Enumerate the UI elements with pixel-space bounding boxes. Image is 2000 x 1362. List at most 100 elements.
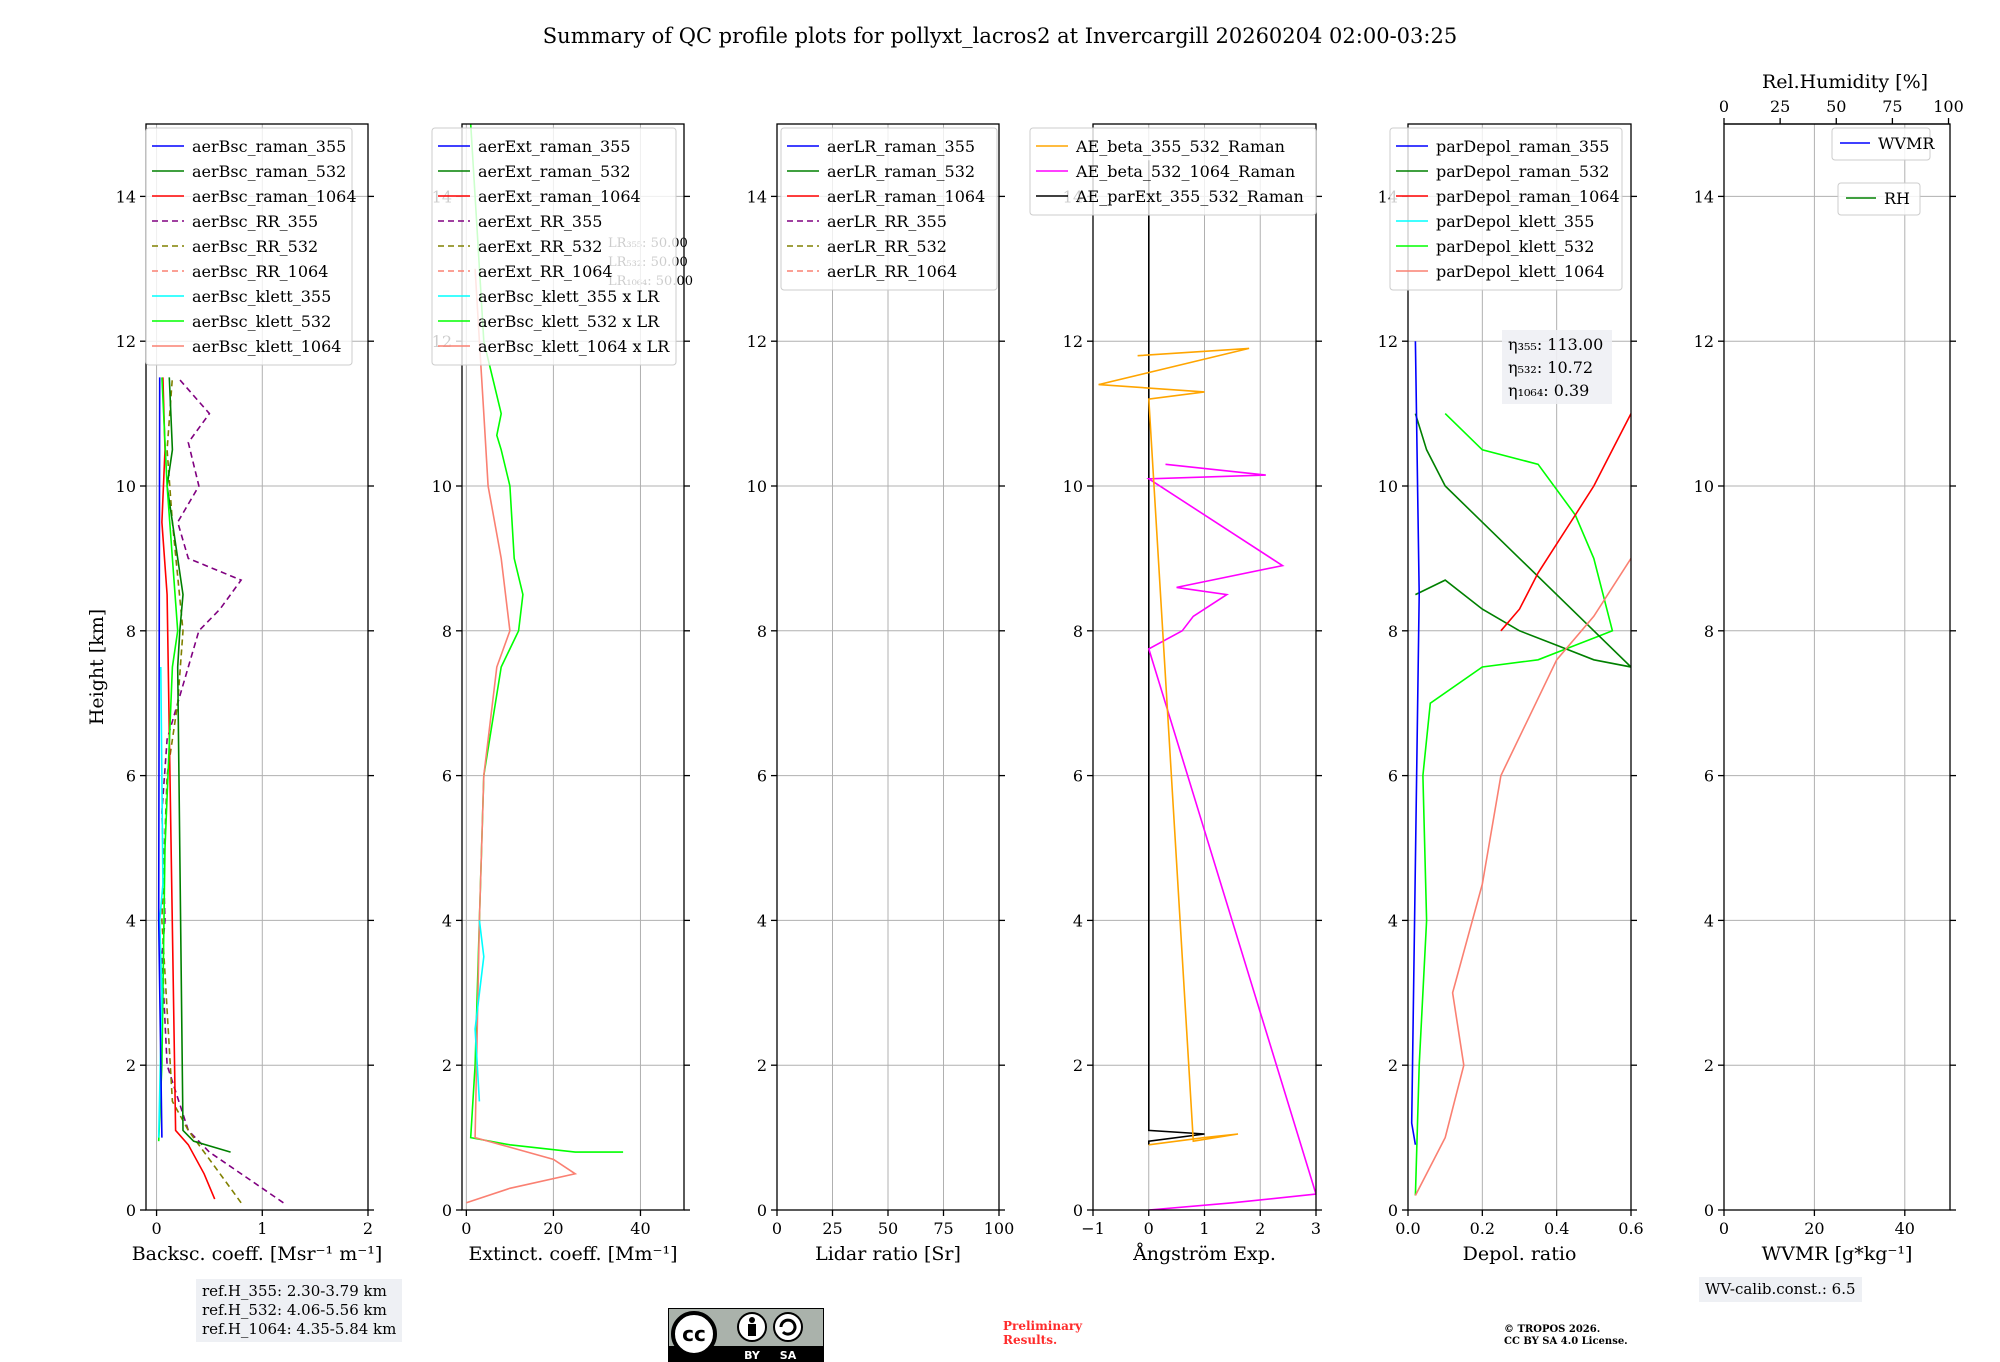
y-tick-label: 2 [1704, 1056, 1714, 1075]
y-tick-label: 10 [432, 477, 452, 496]
x-tick-label: 1 [257, 1219, 267, 1238]
y-tick-label: 8 [757, 622, 767, 641]
y-tick-label: 12 [747, 332, 767, 351]
x-axis-label: Lidar ratio [Sr] [815, 1243, 961, 1265]
y-tick-label: 12 [116, 332, 136, 351]
figure-title: Summary of QC profile plots for pollyxt_… [543, 24, 1457, 48]
x2-axis-label: Rel.Humidity [%] [1762, 71, 1928, 93]
legend-label: aerLR_RR_355 [827, 212, 947, 231]
legend-label: parDepol_raman_532 [1436, 162, 1609, 181]
series-aerBsc_klett_532 [157, 377, 179, 1142]
series-group [157, 376, 284, 1204]
x-axis-label: Extinct. coeff. [Mm⁻¹] [468, 1243, 677, 1265]
ref-height-1064: ref.H_1064: 4.35-5.84 km [202, 1320, 397, 1338]
legend-label: parDepol_raman_1064 [1436, 187, 1620, 206]
y-tick-label: 2 [1073, 1056, 1083, 1075]
cc-logo-text: cc [682, 1322, 706, 1346]
x-tick-label: 0.0 [1395, 1219, 1420, 1238]
axes-frame [1407, 123, 1632, 1211]
legend-box [1837, 182, 1921, 216]
legend: parDepol_raman_355 parDepol_raman_532 parD… [1389, 127, 1623, 291]
series-aerBsc_raman_532 [166, 377, 231, 1153]
series-AE_parExt_355_532_Raman [1148, 160, 1205, 1145]
legend-label: aerLR_raman_532 [827, 162, 975, 181]
y-tick-label: 8 [1073, 622, 1083, 641]
x-tick-label: 20 [1804, 1219, 1824, 1238]
x-tick-label: 0.6 [1618, 1219, 1643, 1238]
x-axis-label: Ångström Exp. [1132, 1243, 1276, 1265]
preliminary-line-2: Results. [1003, 1333, 1058, 1347]
y-tick-label: 10 [116, 477, 136, 496]
by-person-head [749, 1317, 755, 1323]
y-axis-label: Height [km] [86, 609, 108, 725]
legend: aerLR_raman_355 aerLR_raman_532 aerLR_rama… [780, 127, 998, 291]
y-tick-label: 4 [1073, 911, 1083, 930]
legend-label: aerBsc_klett_355 x LR [478, 287, 660, 306]
y-tick-label: 4 [442, 911, 452, 930]
legend-label: aerBsc_klett_1064 [192, 337, 341, 356]
y-tick-label: 2 [442, 1056, 452, 1075]
y-tick-label: 0 [1704, 1201, 1714, 1220]
y-tick-label: 14 [1694, 187, 1714, 206]
y-tick-label: 8 [1388, 622, 1398, 641]
x-tick-label: 0 [1719, 1219, 1729, 1238]
x2-tick-label: 100 [1933, 97, 1964, 116]
by-person-body [748, 1324, 756, 1336]
legend-label: aerLR_raman_1064 [827, 187, 985, 206]
legend-label: WVMR [1878, 134, 1935, 153]
y-tick-label: 6 [1073, 767, 1083, 786]
axes-frame [461, 123, 685, 1211]
y-tick-label: 0 [1073, 1201, 1083, 1220]
series-AE_beta_532_1064_Raman [1146, 463, 1316, 1210]
panel-6: 0 20 40 0 2 4 6 8 10 12 14 WVMR [g*kg⁻¹] 0 25 50 75 100 R… [1694, 71, 1964, 1265]
y-tick-label: 4 [757, 911, 767, 930]
y-tick-label: 6 [126, 767, 136, 786]
legend: aerBsc_raman_355 aerBsc_raman_532 aerBsc_r… [145, 127, 357, 366]
y-tick-label: 14 [116, 187, 136, 206]
y-tick-label: 8 [1704, 622, 1714, 641]
legend-box [1029, 127, 1317, 216]
y-tick-label: 6 [442, 767, 452, 786]
x-tick-label: 2 [1255, 1219, 1265, 1238]
series-parDepol_klett_1064 [1414, 557, 1631, 1196]
x-tick-label: 75 [933, 1219, 953, 1238]
legend: aerExt_raman_355 aerExt_raman_532 aerExt_r… [431, 127, 677, 366]
x-tick-label: 3 [1311, 1219, 1321, 1238]
wv-calib-text: WV-calib.const.: 6.5 [1705, 1280, 1856, 1298]
sa-label: SA [780, 1349, 797, 1362]
legend-label: AE_beta_355_532_Raman [1075, 137, 1285, 156]
x2-tick-label: 25 [1770, 97, 1790, 116]
x2-tick-label: 0 [1719, 97, 1729, 116]
eta-annotation: η₁₀₆₄: 0.39 [1508, 381, 1589, 400]
x-tick-label: 25 [822, 1219, 842, 1238]
x-tick-label: 50 [878, 1219, 898, 1238]
y-tick-label: 8 [126, 622, 136, 641]
x-tick-label: 40 [630, 1219, 650, 1238]
x-axis-label: Backsc. coeff. [Msr⁻¹ m⁻¹] [132, 1243, 383, 1265]
x-tick-label: −1 [1081, 1219, 1105, 1238]
y-tick-label: 14 [747, 187, 767, 206]
preliminary-line-1: Preliminary [1003, 1319, 1083, 1333]
legend-box [1389, 127, 1623, 291]
legend-label: parDepol_klett_355 [1436, 212, 1594, 231]
legend-label: RH [1884, 189, 1910, 208]
series-aerBsc_klett_532 x LR [469, 124, 624, 1153]
legend-label: aerExt_RR_1064 [478, 262, 613, 281]
legend-label: parDepol_raman_355 [1436, 137, 1609, 156]
panel-2: 0204002468101214Extinct. coeff. [Mm⁻¹]ae… [431, 123, 690, 1265]
series-aerBsc_raman_355 [157, 377, 163, 1138]
series-aerBsc_klett_1064 x LR [466, 268, 578, 1204]
y-tick-label: 12 [1063, 332, 1083, 351]
legend-box [1831, 127, 1931, 161]
legend-label: aerLR_RR_1064 [827, 262, 957, 281]
eta-annotation: η₅₃₂: 10.72 [1508, 358, 1593, 377]
y-tick-label: 10 [1694, 477, 1714, 496]
series-parDepol_raman_532 [1414, 413, 1631, 668]
y-tick-label: 2 [757, 1056, 767, 1075]
legend-label: AE_beta_532_1064_Raman [1075, 162, 1295, 181]
y-tick-label: 8 [442, 622, 452, 641]
y-tick-label: 0 [757, 1201, 767, 1220]
legend: AE_beta_355_532_Raman AE_beta_532_1064_Ra… [1029, 127, 1317, 216]
x-tick-label: 0 [461, 1219, 471, 1238]
